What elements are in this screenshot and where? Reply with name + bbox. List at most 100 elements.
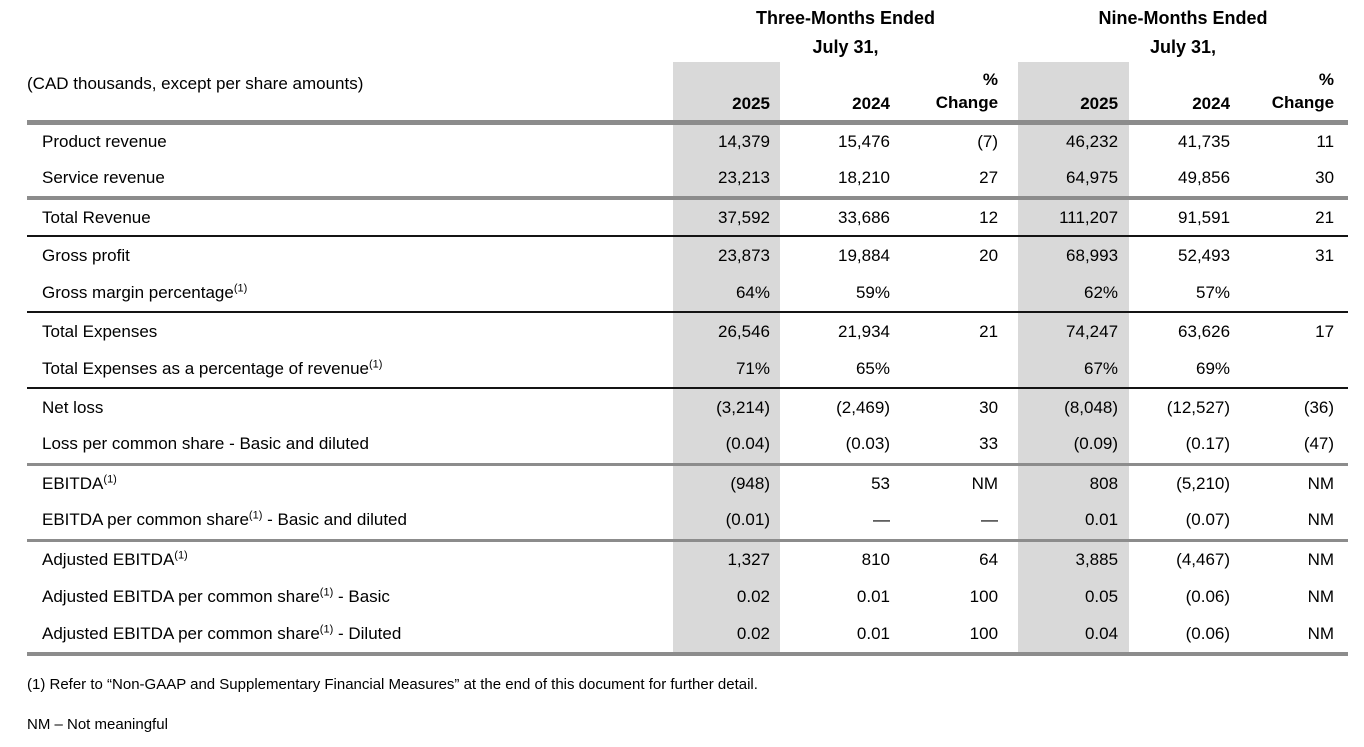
value-cell: 64%	[673, 274, 780, 313]
value-cell: 64	[979, 549, 999, 569]
value-cell: 46,232	[1018, 122, 1130, 160]
value-cell: 3,885	[1018, 540, 1130, 578]
value-cell: 12	[893, 198, 1019, 237]
value-cell: NM	[1307, 549, 1335, 569]
row-label: Net loss	[42, 397, 104, 417]
value-cell: (36)	[1303, 397, 1335, 417]
value-cell: (3,214)	[673, 388, 780, 426]
value-cell	[1240, 274, 1349, 313]
table-row-adjusted-ebitda: Adjusted EBITDA(1) 1,327 810 64 3,885 (4…	[27, 540, 1348, 578]
table-row-adjusted-ebitda-per-share-basic: Adjusted EBITDA per common share(1) - Ba…	[27, 578, 1348, 616]
value-cell: 810	[861, 549, 890, 569]
three-months-title: Three-Months Ended	[756, 8, 936, 28]
col-header-2025-nine-months: 2025	[1018, 62, 1130, 125]
value-cell: (0.17)	[1129, 426, 1241, 466]
period-title-row: Three-Months Ended Nine-Months Ended	[27, 4, 1348, 33]
value-cell: 808	[1018, 464, 1130, 502]
table-row-service-revenue: Service revenue 23,213 18,210 27 64,975 …	[27, 160, 1349, 200]
pct-change-label: Change	[935, 92, 999, 112]
value-cell: (0.09)	[1018, 426, 1130, 466]
value-cell: 62%	[1018, 274, 1130, 313]
three-months-date: July 31,	[812, 37, 879, 57]
table-row-product-revenue: Product revenue 14,379 15,476 (7) 46,232…	[27, 122, 1348, 160]
value-cell: 14,379	[673, 122, 780, 160]
value-cell: 63,626	[1178, 321, 1231, 341]
row-label: Loss per common share - Basic and dilute…	[27, 426, 673, 466]
value-cell: (8,048)	[1018, 388, 1130, 426]
footnote-ref: (1)	[174, 549, 188, 562]
value-cell: 65%	[780, 350, 893, 389]
value-cell: 71%	[673, 350, 780, 389]
value-cell: 59%	[780, 274, 893, 313]
row-label: Gross profit	[42, 245, 130, 265]
footnote-ref: (1)	[248, 509, 263, 522]
value-cell: 0.01	[856, 587, 890, 606]
value-cell: (47)	[1240, 426, 1349, 466]
value-cell: 41,735	[1178, 132, 1231, 152]
value-cell: 21	[979, 321, 999, 341]
value-cell: NM	[1307, 473, 1335, 493]
value-cell: (948)	[673, 464, 780, 502]
value-cell: 68,993	[1018, 236, 1130, 274]
value-cell: 91,591	[1129, 198, 1241, 237]
value-cell: —	[893, 502, 1019, 542]
value-cell: 27	[893, 160, 1019, 200]
value-cell: (0.01)	[673, 502, 780, 542]
value-cell: (0.06)	[1129, 616, 1241, 656]
value-cell: NM	[1240, 502, 1349, 542]
pct-change-label: Change	[1271, 92, 1335, 112]
value-cell: 100	[969, 587, 999, 606]
value-cell: 11	[1316, 132, 1335, 152]
footnote-nm: NM – Not meaningful	[27, 716, 168, 733]
row-label: Adjusted EBITDA per common share(1) - Ba…	[42, 586, 390, 606]
col-header-pct-change-nine-months: % Change	[1240, 62, 1349, 125]
value-cell: (0.03)	[780, 426, 893, 466]
row-label: EBITDA(1)	[42, 473, 117, 493]
table-row-loss-per-share: Loss per common share - Basic and dilute…	[27, 426, 1349, 466]
value-cell: (0.06)	[1185, 587, 1231, 606]
footnote-ref: (1)	[369, 357, 383, 370]
col-header-2025-three-months: 2025	[673, 62, 780, 125]
footnote-ref: (1)	[319, 586, 334, 599]
nine-months-date: July 31,	[1150, 37, 1217, 57]
row-label: Gross margin percentage(1)	[27, 274, 673, 313]
value-cell: 49,856	[1129, 160, 1241, 200]
col-header-pct-change-three-months: % Change	[893, 62, 1019, 125]
nine-months-title: Nine-Months Ended	[1098, 8, 1268, 28]
value-cell: (0.04)	[673, 426, 780, 466]
financial-summary-table: Three-Months Ended Nine-Months Ended Jul…	[27, 4, 1349, 656]
value-cell: 67%	[1018, 350, 1130, 389]
value-cell: 31	[1315, 245, 1335, 265]
table-row-gross-margin-percentage: Gross margin percentage(1) 64% 59% 62% 5…	[27, 274, 1349, 313]
value-cell	[893, 274, 1019, 313]
value-cell: 26,546	[673, 312, 780, 350]
pct-symbol: %	[982, 69, 999, 89]
value-cell: 64,975	[1018, 160, 1130, 200]
spacer-cell	[27, 33, 673, 62]
table-row-gross-profit: Gross profit 23,873 19,884 20 68,993 52,…	[27, 236, 1348, 274]
row-label: Adjusted EBITDA(1)	[42, 549, 188, 569]
period-date-row: July 31, July 31,	[27, 33, 1348, 62]
value-cell: 37,592	[673, 198, 780, 237]
footnote-ref: (1)	[319, 623, 334, 636]
value-cell: 0.01	[1018, 502, 1130, 542]
value-cell: 17	[1315, 321, 1335, 341]
col-header-2024-nine-months: 2024	[1129, 62, 1241, 125]
value-cell: 0.04	[1018, 616, 1130, 656]
value-cell: 0.05	[1018, 578, 1130, 616]
value-cell: 21,934	[838, 321, 890, 341]
value-cell: 33,686	[780, 198, 893, 237]
value-cell: (4,467)	[1176, 549, 1231, 569]
value-cell: 111,207	[1018, 198, 1130, 237]
value-cell: 30	[979, 397, 999, 417]
value-cell: 18,210	[780, 160, 893, 200]
value-cell: (5,210)	[1176, 473, 1231, 493]
value-cell: 30	[1240, 160, 1349, 200]
value-cell: (2,469)	[836, 397, 890, 417]
value-cell: 1,327	[673, 540, 780, 578]
table-row-total-expenses: Total Expenses 26,546 21,934 21 74,247 6…	[27, 312, 1348, 350]
units-caption: (CAD thousands, except per share amounts…	[27, 62, 673, 125]
value-cell	[893, 350, 1019, 389]
value-cell: 69%	[1129, 350, 1241, 389]
